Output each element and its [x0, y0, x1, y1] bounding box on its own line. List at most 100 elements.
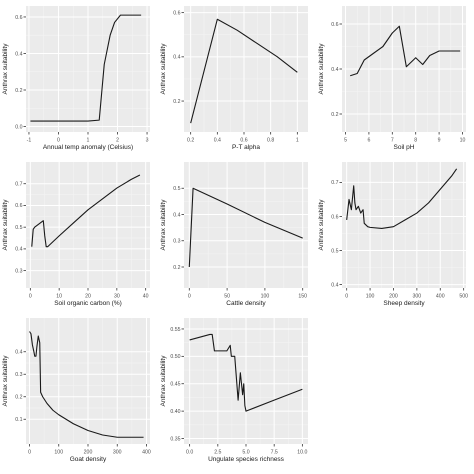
x-axis-label: Soil pH — [394, 144, 415, 151]
chart-panel-7: 0 100 200 300 400 0.1 0.2 0.3 0.4 Goat density Ant… — [2, 318, 151, 463]
y-axis-label: Anthrax suitability — [2, 355, 9, 407]
y-axis-label: Anthrax suitability — [318, 199, 325, 251]
x-tick-label: 1 — [87, 138, 90, 144]
x-tick-label: 0.4 — [214, 138, 221, 144]
y-tick-label: 0.50 — [170, 354, 180, 360]
x-tick-label: 0.6 — [240, 138, 247, 144]
x-tick-label: 30 — [114, 294, 120, 300]
chart-panel-8: 0.0 2.5 5.0 7.5 10.0 0.35 0.40 0.45 0.50 0.55 Ungu… — [160, 318, 308, 463]
chart-panel-5: 0 50 100 150 0.2 0.3 0.4 0.5 Cattle density Anthr… — [160, 162, 308, 307]
x-tick-label: 0 — [188, 294, 191, 300]
chart-panel-4: 0 10 20 30 40 0.3 0.4 0.5 0.6 0.7 Soil organic car… — [2, 162, 150, 307]
x-tick-label: 0.2 — [187, 138, 194, 144]
x-axis-label: Sheep density — [383, 300, 425, 307]
series-line — [189, 333, 303, 412]
x-tick-label: 2 — [116, 138, 119, 144]
x-tick-label: 200 — [389, 294, 398, 300]
y-axis-label: Anthrax suitability — [2, 43, 9, 95]
x-tick-label: 6 — [367, 138, 370, 144]
y-axis-label: Anthrax suitability — [160, 43, 167, 95]
y-tick-label: 0.5 — [15, 225, 22, 231]
y-axis-label: Anthrax suitability — [160, 199, 167, 251]
y-tick-label: 0.3 — [173, 239, 180, 245]
y-tick-label: 0.5 — [331, 248, 338, 254]
y-tick-label: 0.2 — [15, 88, 22, 94]
x-axis-label: Cattle density — [226, 300, 266, 307]
x-tick-label: 0 — [29, 294, 32, 300]
series-line — [31, 174, 141, 248]
y-tick-label: 0.4 — [173, 212, 180, 218]
series-line — [346, 168, 458, 229]
series-line — [30, 14, 142, 122]
y-tick-label: 0.3 — [15, 372, 22, 378]
x-tick-label: -1 — [27, 138, 32, 144]
series-line — [350, 25, 461, 77]
y-tick-label: 0.55 — [170, 327, 180, 333]
x-tick-label: 400 — [142, 450, 151, 456]
y-tick-label: 0.1 — [15, 417, 22, 423]
x-axis-label: Ungulate species richness — [208, 456, 285, 463]
y-tick-label: 0.6 — [173, 10, 180, 16]
y-tick-label: 0.3 — [15, 268, 22, 274]
x-tick-label: 40 — [143, 294, 149, 300]
y-tick-label: 0.6 — [331, 22, 338, 28]
y-axis-label: Anthrax suitability — [318, 43, 325, 95]
y-tick-label: 0.4 — [15, 350, 22, 356]
x-tick-label: 0 — [345, 294, 348, 300]
x-axis-label: Goat density — [70, 456, 107, 463]
y-tick-label: 0.4 — [173, 55, 180, 61]
series-line — [29, 331, 144, 438]
x-tick-label: 0 — [28, 450, 31, 456]
x-axis-label: P-T alpha — [232, 144, 260, 151]
x-tick-label: 0.8 — [267, 138, 274, 144]
x-tick-label: 10 — [56, 294, 62, 300]
y-tick-label: 0.4 — [15, 247, 22, 253]
x-tick-label: 20 — [85, 294, 91, 300]
chart-panel-6: 0 100 200 300 400 500 0.4 0.5 0.6 0.7 Sheep densit… — [318, 162, 468, 307]
y-tick-label: 0.40 — [170, 409, 180, 415]
x-tick-label: 10.0 — [297, 450, 307, 456]
x-tick-label: 100 — [366, 294, 375, 300]
y-tick-label: 0.6 — [15, 203, 22, 209]
series-line — [188, 187, 303, 268]
x-tick-label: 5 — [344, 138, 347, 144]
y-axis-label: Anthrax suitability — [160, 355, 167, 407]
x-tick-label: 7 — [391, 138, 394, 144]
x-tick-label: 7.5 — [271, 450, 278, 456]
y-tick-label: 0.6 — [331, 214, 338, 220]
x-tick-label: 5.0 — [242, 450, 249, 456]
x-tick-label: 3 — [146, 138, 149, 144]
x-tick-label: 500 — [459, 294, 468, 300]
x-tick-label: 300 — [413, 294, 422, 300]
x-tick-label: 9 — [438, 138, 441, 144]
x-tick-label: 2.5 — [214, 450, 221, 456]
x-tick-label: 1 — [296, 138, 299, 144]
y-tick-label: 0.45 — [170, 382, 180, 388]
x-tick-label: 8 — [414, 138, 417, 144]
x-tick-label: 200 — [84, 450, 93, 456]
y-tick-label: 0.7 — [15, 182, 22, 188]
x-tick-label: 0.0 — [186, 450, 193, 456]
chart-panel-1: -1 0 1 2 3 0.0 0.2 0.4 0.6 Annual temp anomaly (C… — [2, 6, 150, 151]
plot-area — [184, 6, 308, 132]
y-tick-label: 0.6 — [15, 15, 22, 21]
x-tick-label: 0 — [57, 138, 60, 144]
y-tick-label: 0.35 — [170, 436, 180, 442]
chart-panel-3: 5 6 7 8 9 10 0.2 0.4 0.6 Soil pH Anthrax suitabili… — [318, 6, 466, 151]
series-line — [190, 18, 298, 124]
y-axis-label: Anthrax suitability — [2, 199, 9, 251]
x-tick-label: 100 — [54, 450, 63, 456]
y-tick-label: 0.0 — [15, 124, 22, 130]
y-tick-label: 0.4 — [15, 51, 22, 57]
y-tick-label: 0.4 — [331, 67, 338, 73]
x-axis-label: Annual temp anomaly (Celsius) — [43, 144, 133, 151]
y-tick-label: 0.2 — [173, 99, 180, 105]
y-tick-label: 0.5 — [173, 186, 180, 192]
y-tick-label: 0.7 — [331, 180, 338, 186]
y-tick-label: 0.2 — [15, 395, 22, 401]
x-tick-label: 400 — [436, 294, 445, 300]
y-tick-label: 0.2 — [173, 265, 180, 271]
x-tick-label: 100 — [261, 294, 270, 300]
